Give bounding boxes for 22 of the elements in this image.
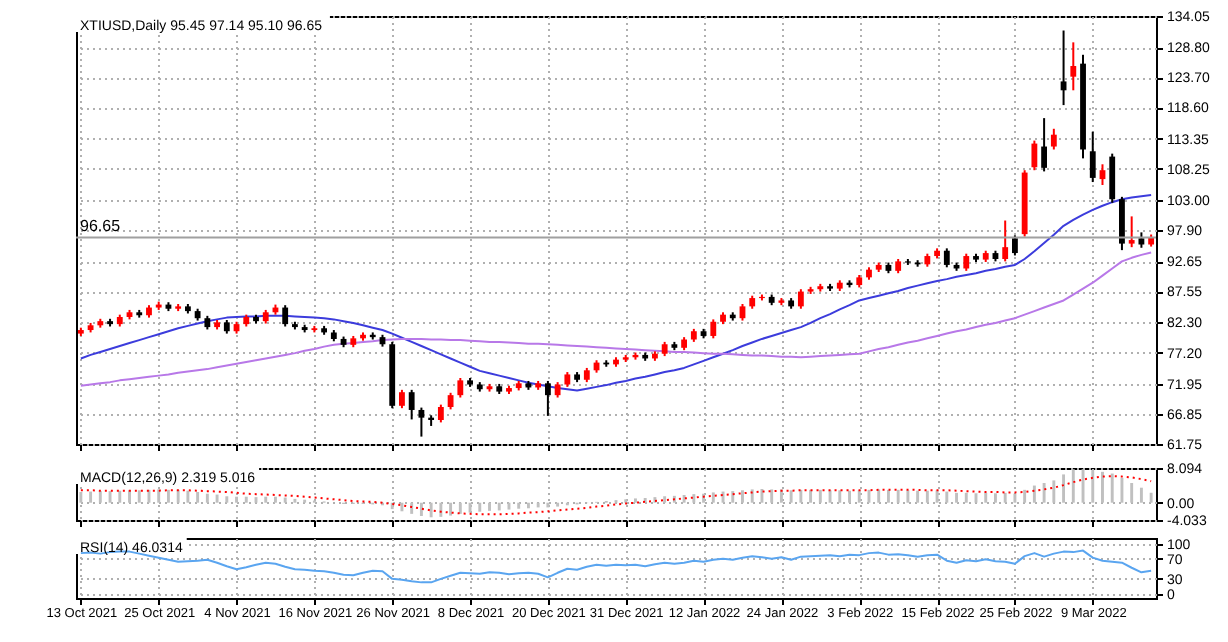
candlestick <box>399 388 405 410</box>
candlestick <box>943 247 950 269</box>
ref-line-label: 96.65 <box>80 217 122 236</box>
candlestick <box>1128 215 1135 249</box>
line-series <box>79 475 1153 516</box>
line-series <box>79 251 1153 387</box>
candlestick <box>1070 41 1077 92</box>
candlestick <box>544 379 551 417</box>
candlestick <box>418 406 425 438</box>
candlestick <box>408 388 415 421</box>
candlestick <box>1119 195 1125 252</box>
candlestick <box>1109 152 1116 204</box>
candlestick <box>1041 117 1048 173</box>
candlestick <box>797 288 804 310</box>
candlestick <box>282 304 289 328</box>
candlestick <box>1012 234 1018 257</box>
candlestick <box>1050 127 1057 151</box>
candlestick <box>1031 139 1038 172</box>
candlestick <box>1002 219 1009 263</box>
candlestick <box>1089 130 1096 184</box>
candlestick <box>457 376 464 399</box>
candlestick <box>710 318 717 340</box>
